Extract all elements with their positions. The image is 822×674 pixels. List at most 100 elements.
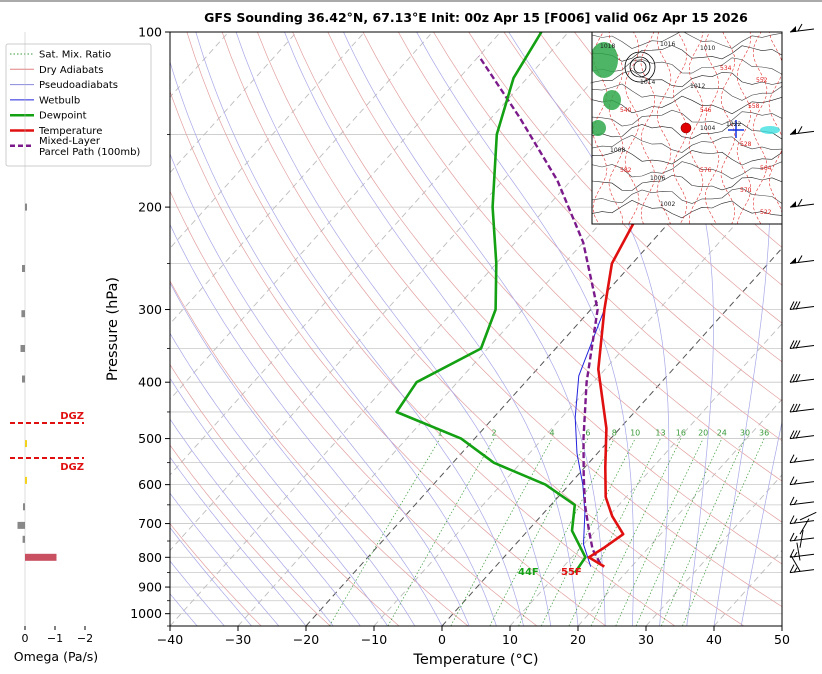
wind-barb-tick — [792, 430, 798, 439]
pseudoadiabat — [416, 32, 634, 626]
isotherm-line — [170, 32, 297, 174]
map-precip-area — [760, 126, 780, 134]
y-tick-label: 300 — [138, 302, 162, 317]
map-height-contour — [608, 32, 624, 224]
map-isobar — [592, 83, 782, 101]
isotherm-line — [170, 32, 365, 249]
pseudoadiabat — [195, 32, 524, 626]
x-tick-label: −20 — [293, 632, 319, 647]
map-isobar — [592, 32, 782, 49]
mixing-ratio-label: 4 — [549, 429, 554, 438]
wind-barb-tick — [793, 499, 798, 506]
pressure-gridlines — [170, 32, 782, 626]
map-contour-label: 558 — [748, 103, 760, 110]
wind-barb-tick — [789, 564, 795, 573]
mixing-ratio-line — [661, 438, 746, 626]
mixing-ratio-label: 1 — [437, 429, 442, 438]
mixing-ratio-line — [615, 438, 704, 626]
mixing-ratio-label: 20 — [698, 429, 708, 438]
y-axis-ticks: 100 200 300 400 500 600 700 800 900 1000 — [130, 25, 170, 627]
omega-bar — [17, 521, 25, 529]
mixing-ratio-line — [489, 438, 589, 626]
y-axis-label: Pressure (hPa) — [105, 277, 121, 381]
map-height-contour — [640, 32, 656, 224]
surface-dewpoint-label: 44F — [518, 567, 539, 578]
y-tick-label: 900 — [138, 580, 162, 595]
map-isobar — [592, 57, 782, 75]
x-tick-label: 10 — [502, 632, 518, 647]
x-axis-ticks: −40 −30 −20 −10 0 10 20 30 40 50 — [157, 626, 790, 647]
map-contour-label: 1012 — [690, 83, 705, 90]
map-isobar — [592, 148, 782, 166]
map-precip-area — [603, 90, 621, 110]
mixing-ratio-label: 10 — [630, 429, 640, 438]
mixing-ratio-line — [329, 438, 441, 626]
wind-barb-tick — [797, 255, 803, 263]
dry-adiabat — [170, 444, 331, 626]
map-isobar — [592, 161, 782, 180]
mixing-ratio-label: 36 — [759, 429, 769, 438]
wind-barb-tick — [795, 373, 801, 383]
mixing-ratio-label: 8 — [612, 429, 617, 438]
wind-barb-staff — [789, 553, 815, 558]
dry-adiabat — [221, 32, 745, 626]
saturation-mixing-ratio-lines — [329, 438, 765, 626]
isotherm-line — [170, 32, 637, 552]
dgz-label: DGZ — [60, 411, 84, 422]
legend-label: Pseudoadiabats — [39, 80, 118, 91]
y-tick-label: 100 — [138, 25, 162, 40]
map-isobar — [592, 123, 782, 140]
map-contour-label: 552 — [756, 77, 768, 84]
map-contour-label: 1004 — [700, 125, 715, 132]
wind-barb-tick — [792, 403, 798, 413]
omega-tick-label: −2 — [77, 632, 93, 645]
wind-barb-tick — [792, 373, 798, 383]
wind-barb-staff — [796, 542, 801, 561]
map-isobar — [592, 200, 782, 219]
wind-barb-tick — [793, 552, 798, 558]
legend-label: Dewpoint — [39, 111, 87, 122]
dry-adiabat — [170, 523, 262, 626]
map-contour-label: 540 — [620, 107, 632, 114]
map-low-center — [624, 51, 656, 83]
map-contour-label: 522 — [760, 209, 772, 216]
omega-tick-label: 0 — [22, 632, 29, 645]
y-tick-label: 200 — [138, 200, 162, 215]
omega-axis-label: Omega (Pa/s) — [14, 649, 98, 664]
pseudoadiabat — [170, 223, 443, 626]
dry-adiabat — [538, 32, 782, 286]
map-height-contour — [704, 32, 720, 224]
x-tick-label: 20 — [570, 632, 586, 647]
isotherm-line — [170, 32, 569, 476]
dry-adiabat — [170, 363, 400, 626]
dry-adiabats — [170, 32, 822, 626]
omega-bar — [25, 476, 27, 484]
pseudoadiabat — [170, 456, 307, 626]
dry-adiabat — [786, 32, 822, 626]
isotherm-line — [645, 474, 782, 626]
wind-barb-staff — [789, 378, 815, 383]
dry-adiabat — [292, 32, 782, 565]
omega-bar — [25, 553, 57, 561]
pseudoadiabat — [284, 32, 579, 626]
isotherm-line — [441, 247, 782, 626]
wind-barb-staff — [789, 344, 815, 349]
wind-barb-tick — [793, 518, 798, 524]
mixing-ratio-label: 6 — [585, 429, 590, 438]
pseudoadiabat — [170, 60, 497, 626]
plot-frame — [169, 31, 783, 627]
map-isobar — [592, 187, 782, 204]
wind-barb-tick — [797, 198, 803, 207]
map-contour-label: 1010 — [700, 45, 715, 52]
wind-barb-tick — [789, 454, 795, 463]
omega-bar — [22, 375, 25, 383]
surface-temperature-label: 55F — [561, 567, 582, 578]
wind-barb-tick — [795, 430, 801, 439]
wind-barb-staff — [789, 408, 815, 413]
omega-tick-label: −1 — [47, 632, 63, 645]
mixing-ratio-label: 13 — [655, 429, 665, 438]
mixing-ratio-line — [635, 438, 723, 626]
wind-barb-tick — [793, 479, 798, 485]
isotherm-line — [509, 323, 782, 626]
map-height-contour — [688, 32, 704, 224]
